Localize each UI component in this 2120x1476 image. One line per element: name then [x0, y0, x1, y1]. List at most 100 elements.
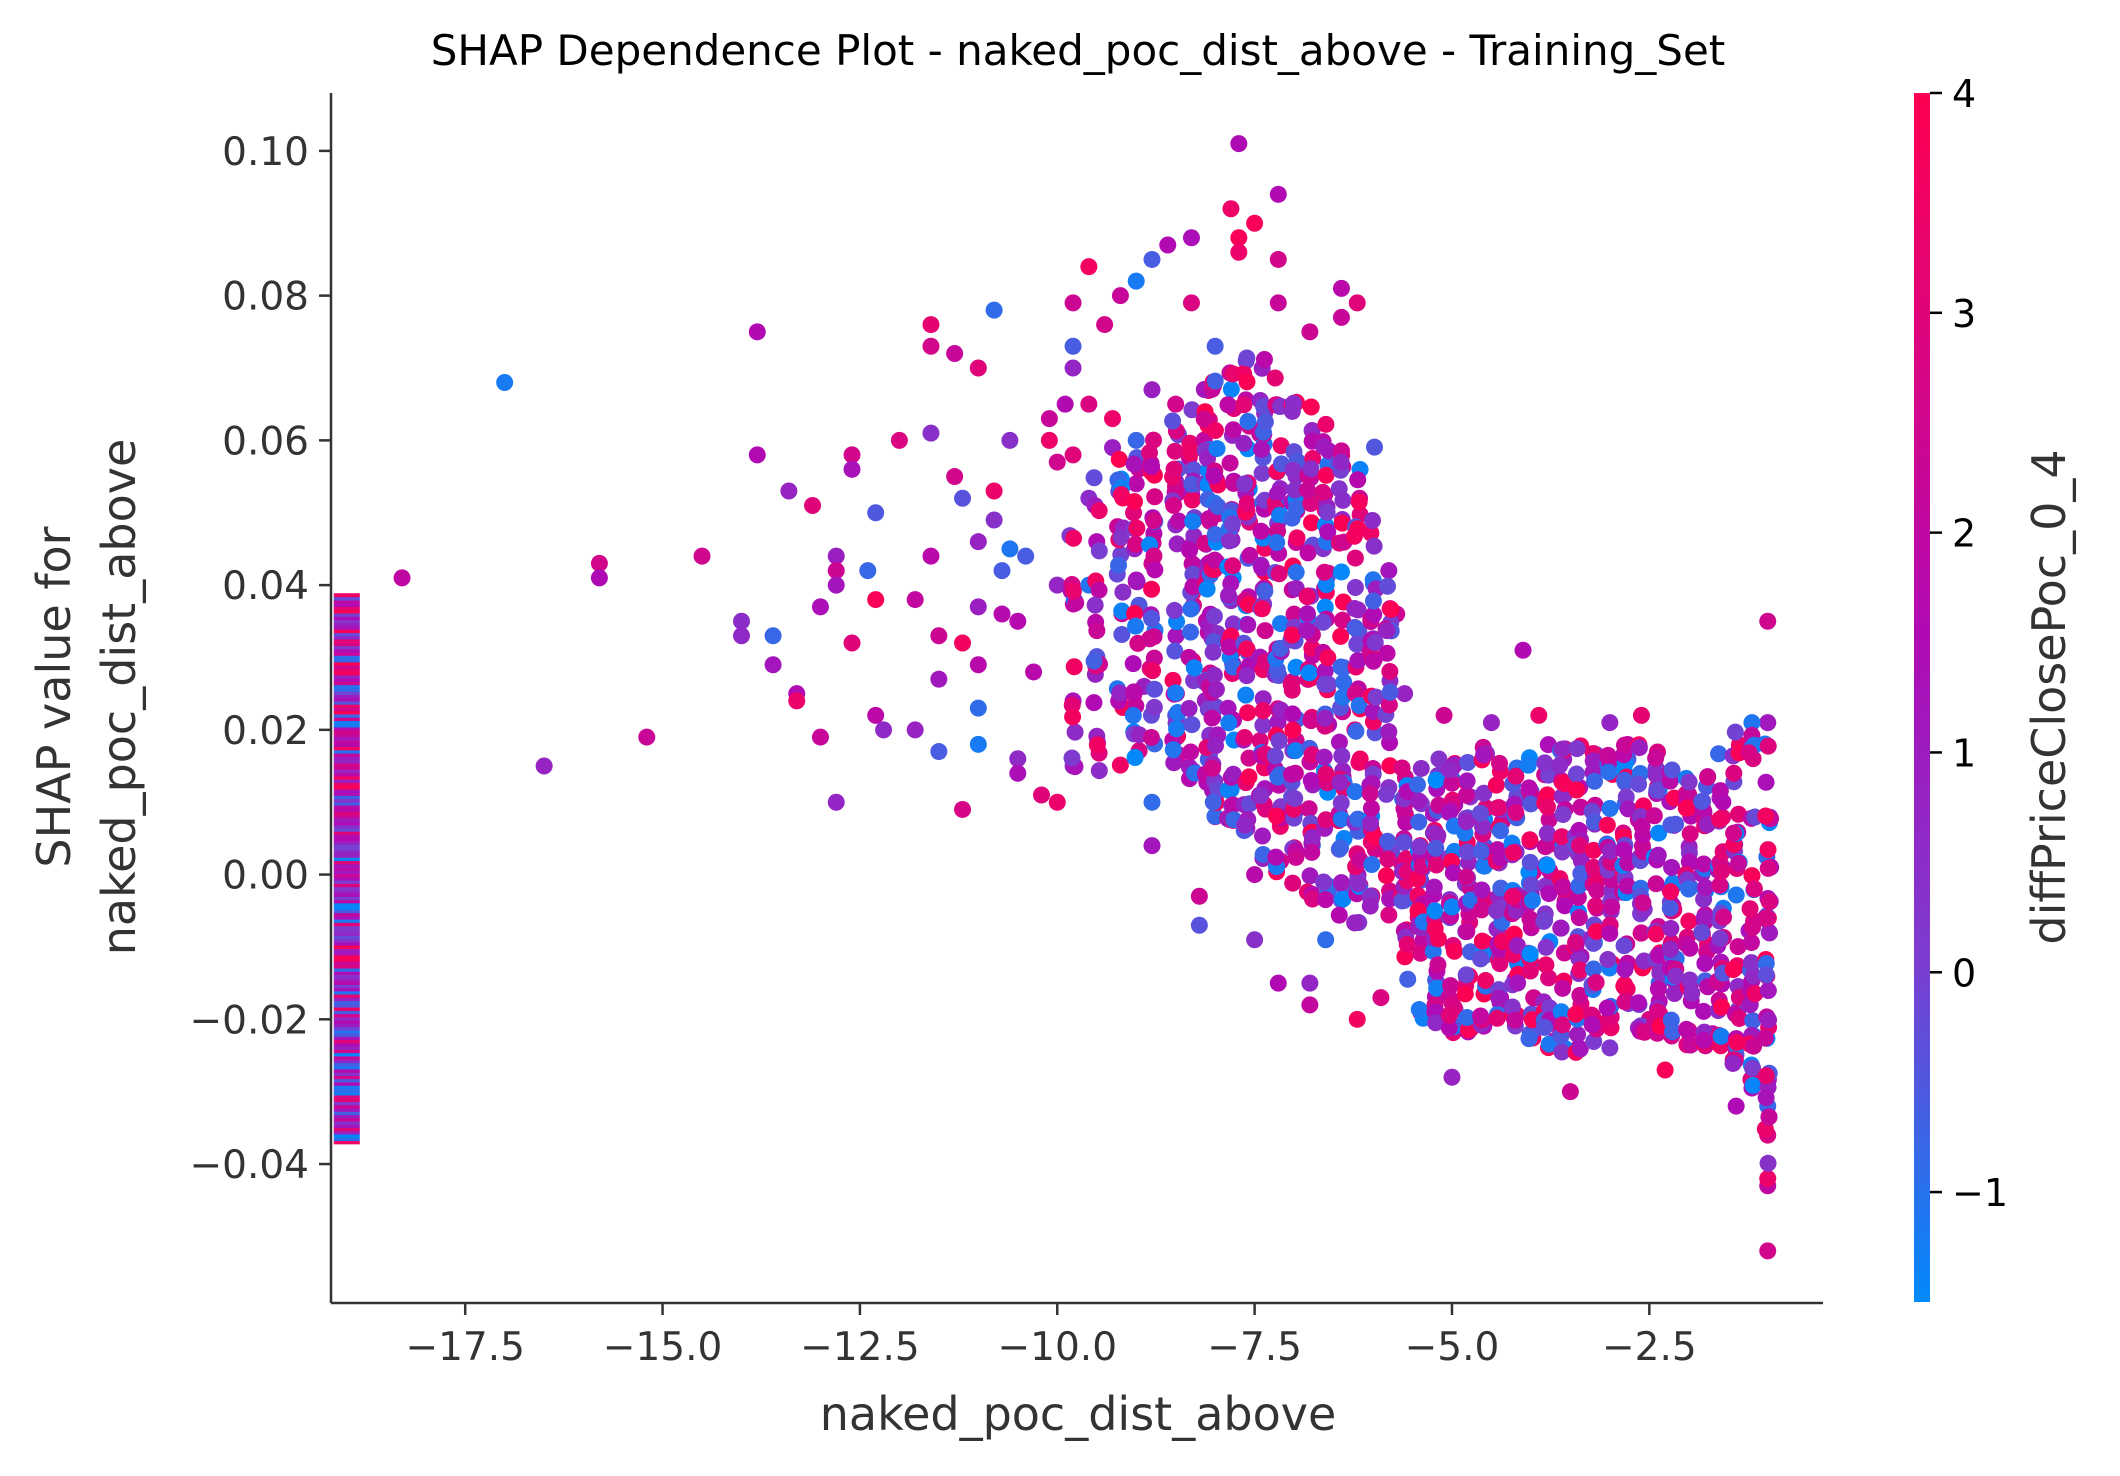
data-point: [1727, 886, 1745, 904]
data-point: [1166, 601, 1184, 619]
strip-mark: [333, 967, 360, 972]
data-point: [1332, 563, 1350, 581]
strip-mark: [333, 863, 360, 868]
data-point: [1241, 546, 1259, 564]
strip-mark: [333, 625, 360, 630]
strip-mark: [333, 1084, 360, 1089]
data-point: [1331, 839, 1349, 857]
data-point: [1205, 467, 1223, 485]
data-point: [1252, 787, 1270, 805]
x-tick-label: −12.5: [800, 1325, 920, 1370]
data-point: [1170, 512, 1188, 530]
data-point: [1111, 756, 1129, 774]
data-point: [590, 554, 608, 572]
data-point: [1681, 825, 1699, 843]
data-point: [1330, 906, 1348, 924]
strip-mark: [333, 1003, 360, 1008]
data-point: [1302, 771, 1320, 789]
data-point: [1146, 680, 1164, 698]
data-point: [1507, 767, 1525, 785]
data-point: [1223, 515, 1241, 533]
data-point: [1143, 837, 1161, 855]
data-point: [1521, 962, 1539, 980]
data-point: [1183, 401, 1201, 419]
strip-mark: [333, 762, 360, 767]
data-point: [1756, 1029, 1774, 1047]
data-point: [1440, 1006, 1458, 1024]
data-point: [1656, 1061, 1674, 1079]
data-point: [1616, 960, 1634, 978]
data-point: [1571, 1040, 1589, 1058]
data-point: [1553, 828, 1571, 846]
y-axis-title-line-2: naked_poc_dist_above: [92, 439, 146, 956]
data-point: [1714, 793, 1732, 811]
data-point: [1056, 395, 1074, 413]
strip-mark: [333, 765, 360, 770]
data-point: [1065, 658, 1083, 676]
strip-mark: [333, 1013, 360, 1018]
data-point: [1540, 969, 1558, 987]
data-point: [1759, 1154, 1777, 1172]
data-point: [1662, 940, 1680, 958]
strip-mark: [333, 629, 360, 634]
x-axis-ticks: −17.5 −15.0 −12.5 −10.0 −7.5 −5.0 −2.5: [405, 1303, 1697, 1370]
data-point: [1410, 1001, 1428, 1019]
data-point: [1410, 792, 1428, 810]
colorbar-tick-label: 2: [1952, 512, 1976, 556]
data-point: [1362, 799, 1380, 817]
data-point: [1649, 1003, 1667, 1021]
strip-mark: [333, 801, 360, 806]
data-point: [1615, 841, 1633, 859]
data-point: [1662, 919, 1680, 937]
data-point: [1504, 888, 1522, 906]
data-point: [1362, 814, 1380, 832]
strip-mark: [333, 935, 360, 940]
y-axis-title-line-1: SHAP value for: [27, 526, 81, 867]
data-point: [1393, 892, 1411, 910]
data-point: [1204, 643, 1222, 661]
strip-mark: [333, 694, 360, 699]
strip-mark: [333, 1071, 360, 1076]
strip-mark: [333, 1120, 360, 1125]
data-point: [732, 612, 750, 630]
y-tick-label: 0.04: [222, 564, 309, 609]
strip-mark: [333, 638, 360, 643]
data-point: [1090, 502, 1108, 520]
data-point: [1760, 1108, 1778, 1126]
data-point: [1238, 667, 1256, 685]
data-point: [1504, 844, 1522, 862]
data-point: [1349, 652, 1367, 670]
data-point: [1757, 1067, 1775, 1085]
data-point: [1712, 1027, 1730, 1045]
strip-mark: [333, 603, 360, 608]
strip-mark: [333, 1062, 360, 1067]
data-point: [1303, 828, 1321, 846]
strip-mark: [333, 984, 360, 989]
data-point: [1472, 1007, 1490, 1025]
data-point: [1661, 899, 1679, 917]
data-point: [1458, 843, 1476, 861]
data-point: [1348, 635, 1366, 653]
data-point: [1361, 897, 1379, 915]
data-point: [1143, 793, 1161, 811]
data-point: [1221, 454, 1239, 472]
data-point: [1065, 529, 1083, 547]
data-point: [1683, 984, 1701, 1002]
data-point: [1335, 673, 1353, 691]
colorbar-tick-label: 4: [1952, 72, 1976, 116]
data-point: [1629, 994, 1647, 1012]
data-point: [1219, 781, 1237, 799]
data-point: [1552, 919, 1570, 937]
data-point: [1602, 842, 1620, 860]
data-point: [1695, 908, 1713, 926]
data-point: [1165, 496, 1183, 514]
data-point: [1693, 793, 1711, 811]
data-point: [1332, 794, 1350, 812]
strip-mark: [333, 730, 360, 735]
data-point: [906, 721, 924, 739]
x-tick-label: −2.5: [1602, 1325, 1697, 1370]
data-point: [1572, 865, 1590, 883]
strip-mark: [333, 1133, 360, 1138]
data-point: [1561, 1083, 1579, 1101]
strip-mark: [333, 905, 360, 910]
